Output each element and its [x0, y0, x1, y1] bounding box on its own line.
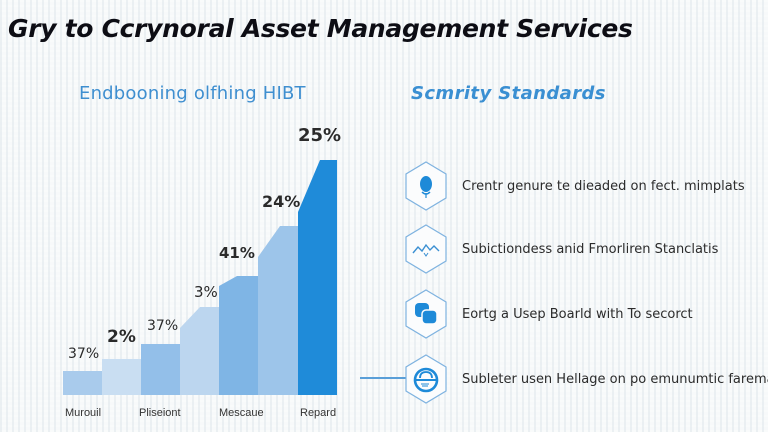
chart-heading: Endbooning olfhing HIBT: [79, 83, 306, 104]
feature-text-4: Subleter usen Hellage on po emunumtic fa…: [462, 371, 768, 387]
fingerprint-icon: [404, 160, 448, 212]
feature-item-3: Eortg a Usep Boarld with To secorct: [404, 285, 693, 343]
bar-label-5: 41%: [219, 244, 255, 262]
category-label-2: Pliseiont: [139, 407, 181, 419]
feature-item-4: Subleter usen Hellage on po emunumtic fa…: [404, 350, 768, 408]
feature-text-2: Subictiondess anid Fmorliren Stanclatis: [462, 241, 719, 257]
bar-label-2: 2%: [107, 327, 136, 347]
page-title: Gry to Ccrynoral Asset Management Servic…: [8, 14, 633, 43]
connector-line: [360, 377, 406, 379]
bar-label-3: 37%: [147, 318, 178, 334]
bar-3: [141, 344, 180, 395]
category-label-1: Murouil: [65, 407, 101, 419]
bar-1: [63, 371, 102, 395]
feature-text-3: Eortg a Usep Boarld with To secorct: [462, 306, 693, 322]
bar-4: [180, 307, 219, 395]
chat-bubbles-icon: [404, 288, 448, 340]
feature-item-2: Subictiondess anid Fmorliren Stanclatis: [404, 220, 718, 278]
bar-2: [102, 359, 141, 395]
bar-label-6: 24%: [262, 192, 300, 211]
globe-lock-icon: [404, 353, 448, 405]
feature-item-1: Crentr genure te dieaded on fect. mimpla…: [404, 157, 745, 215]
category-label-4: Repard: [300, 407, 336, 419]
bar-label-1: 37%: [68, 346, 99, 362]
line-chart-icon: [404, 223, 448, 275]
bar-7: [298, 160, 337, 395]
bar-6: [258, 226, 298, 395]
category-label-3: Mescaue: [219, 407, 264, 419]
bar-label-4: 3%: [194, 283, 218, 301]
bar-5: [219, 276, 258, 395]
bar-label-7: 25%: [298, 125, 341, 146]
security-standards-heading: Scmrity Standards: [411, 83, 606, 104]
bar-chart: 37% 2% 37% 3% 41% 24% 25% Murouil Plisei…: [63, 125, 341, 419]
feature-text-1: Crentr genure te dieaded on fect. mimpla…: [462, 178, 745, 194]
